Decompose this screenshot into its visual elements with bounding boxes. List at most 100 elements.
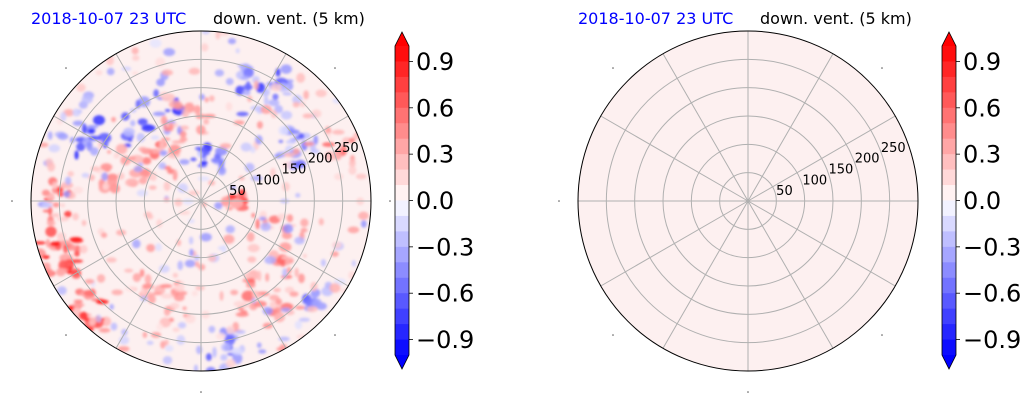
field-patch bbox=[49, 241, 61, 247]
field-patch bbox=[148, 185, 157, 190]
field-patch bbox=[142, 157, 152, 165]
field-patch bbox=[203, 118, 210, 125]
field-patch bbox=[88, 135, 101, 141]
field-patch bbox=[251, 212, 256, 218]
field-patch bbox=[84, 278, 95, 285]
field-patch bbox=[303, 141, 315, 147]
field-patch bbox=[152, 291, 162, 296]
radial-tick-label: 200 bbox=[308, 152, 333, 167]
colorbar-segment bbox=[395, 277, 409, 294]
field-patch bbox=[348, 137, 356, 143]
field-patch bbox=[200, 43, 209, 52]
field-patch bbox=[217, 246, 225, 251]
field-patch bbox=[214, 202, 223, 210]
field-patch bbox=[141, 124, 156, 132]
colorbar-segment bbox=[395, 324, 409, 340]
field-patch bbox=[258, 349, 267, 354]
right-panel: 2018-10-07 23 UTC down. vent. (5 km) 50 1… bbox=[577, 9, 1021, 372]
field-patch bbox=[257, 270, 262, 282]
field-patch bbox=[95, 314, 102, 323]
field-patch bbox=[282, 92, 293, 96]
field-patch bbox=[282, 223, 294, 234]
left-polar-grid bbox=[31, 31, 371, 371]
field-patch bbox=[298, 133, 305, 140]
field-patch bbox=[57, 286, 67, 295]
colorbar-segment bbox=[395, 46, 409, 62]
colorbar-tick-label: −0.3 bbox=[416, 233, 474, 261]
field-patch bbox=[188, 67, 201, 75]
field-patch bbox=[121, 66, 132, 72]
field-patch bbox=[47, 162, 56, 172]
field-patch bbox=[174, 198, 183, 207]
colorbar-tick-label: 0.6 bbox=[416, 94, 454, 122]
colorbar-outline bbox=[394, 31, 410, 370]
field-patch bbox=[259, 216, 267, 221]
field-patch bbox=[74, 150, 79, 160]
colorbar-segment bbox=[395, 76, 409, 93]
colorbar-extend-min bbox=[942, 355, 956, 369]
radial-tick-label: 200 bbox=[855, 152, 880, 167]
field-patch bbox=[200, 160, 208, 166]
field-patch bbox=[244, 162, 255, 173]
azimuth-line-210 bbox=[600, 200, 749, 287]
field-patch bbox=[193, 105, 202, 114]
field-patch bbox=[300, 218, 309, 227]
right-polar-grid bbox=[578, 31, 918, 371]
field-patch bbox=[347, 226, 360, 234]
field-patch bbox=[158, 162, 167, 170]
field-patch bbox=[71, 302, 85, 308]
field-patch bbox=[236, 111, 249, 117]
field-patch bbox=[63, 190, 71, 198]
field-patch bbox=[64, 210, 72, 218]
field-patch bbox=[172, 327, 180, 333]
field-patch bbox=[235, 312, 249, 317]
field-patch bbox=[298, 273, 305, 284]
left-title-date: 2018-10-07 23 UTC bbox=[31, 9, 186, 28]
field-patch bbox=[96, 274, 106, 283]
field-patch bbox=[281, 232, 293, 240]
colorbar-extend-max bbox=[395, 32, 409, 46]
right-title-variable: down. vent. (5 km) bbox=[760, 9, 912, 28]
field-patch bbox=[73, 319, 79, 324]
field-patch bbox=[294, 236, 305, 245]
field-patch bbox=[159, 150, 168, 156]
field-patch bbox=[320, 258, 326, 267]
field-patch bbox=[179, 137, 188, 142]
field-patch bbox=[152, 111, 166, 117]
field-patch bbox=[83, 289, 96, 297]
colorbar-segment bbox=[942, 293, 956, 310]
azimuth-line-60 bbox=[747, 53, 834, 202]
field-patch bbox=[72, 323, 85, 330]
field-patch bbox=[78, 311, 88, 320]
field-patch bbox=[196, 151, 203, 158]
field-patch bbox=[72, 212, 79, 221]
field-patch bbox=[252, 300, 267, 308]
field-patch bbox=[137, 118, 148, 126]
field-patch bbox=[269, 294, 280, 301]
field-patch bbox=[163, 181, 171, 191]
field-patch bbox=[176, 335, 186, 345]
field-patch bbox=[280, 307, 291, 313]
field-patch bbox=[223, 234, 235, 244]
field-patch bbox=[221, 342, 232, 352]
field-patch bbox=[292, 101, 300, 108]
colorbar-tick-label: 0.9 bbox=[963, 48, 1001, 76]
field-patch bbox=[130, 120, 136, 127]
field-patch bbox=[270, 167, 276, 178]
field-patch bbox=[358, 211, 369, 220]
left-colorbar: 0.9 0.6 0.3 0.0 −0.3 −0.6 −0.9 bbox=[394, 31, 474, 370]
colorbar-segment bbox=[942, 200, 956, 217]
field-patch bbox=[184, 313, 196, 324]
field-patch bbox=[60, 111, 67, 122]
field-patch bbox=[100, 163, 113, 171]
field-patch bbox=[230, 289, 239, 296]
field-patch bbox=[87, 128, 96, 134]
field-patch bbox=[240, 75, 250, 81]
field-patch bbox=[234, 329, 246, 335]
colorbar-segment bbox=[942, 46, 956, 62]
colorbar-outline bbox=[941, 31, 957, 370]
colorbar-segment bbox=[942, 246, 956, 263]
